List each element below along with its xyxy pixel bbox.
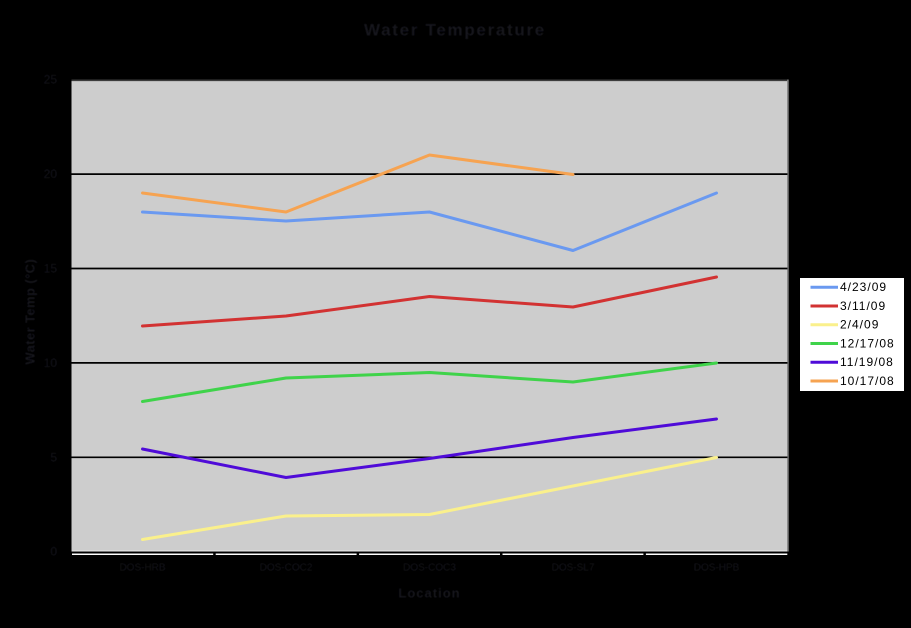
svg-text:DOS-COC2: DOS-COC2: [260, 563, 313, 574]
svg-text:3/11/09: 3/11/09: [840, 299, 886, 313]
svg-text:2/4/09: 2/4/09: [840, 318, 879, 332]
svg-text:4/23/09: 4/23/09: [840, 280, 887, 294]
svg-text:10/17/08: 10/17/08: [840, 374, 895, 388]
svg-text:0: 0: [50, 545, 57, 559]
svg-text:Location: Location: [398, 586, 460, 601]
svg-text:5: 5: [50, 450, 57, 464]
svg-text:20: 20: [44, 167, 58, 181]
svg-text:11/19/08: 11/19/08: [840, 355, 894, 369]
svg-text:10: 10: [44, 356, 58, 370]
svg-text:DOS-SL7: DOS-SL7: [552, 563, 595, 574]
svg-text:Water Temperature: Water Temperature: [364, 21, 546, 40]
svg-text:DOS-HRB: DOS-HRB: [119, 563, 165, 574]
svg-text:15: 15: [44, 262, 58, 276]
svg-text:Water Temp (°C): Water Temp (°C): [23, 259, 38, 365]
svg-text:25: 25: [44, 73, 58, 87]
svg-text:12/17/08: 12/17/08: [840, 336, 895, 350]
svg-text:DOS-HPB: DOS-HPB: [694, 563, 740, 574]
svg-text:DOS-COC3: DOS-COC3: [403, 563, 456, 574]
